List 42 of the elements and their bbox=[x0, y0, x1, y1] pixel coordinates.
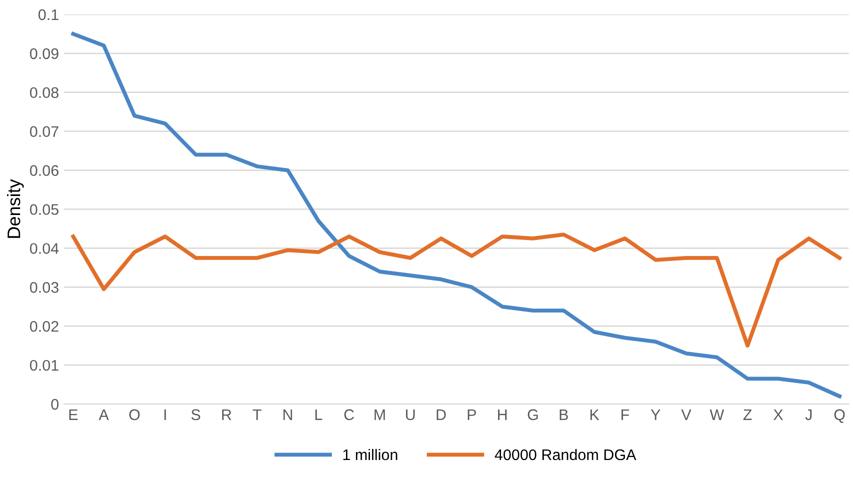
x-tick-label: I bbox=[164, 409, 166, 420]
y-tick-label: 0.06 bbox=[30, 165, 58, 176]
y-tick-label: 0 bbox=[51, 398, 59, 410]
x-tick-label: F bbox=[622, 409, 630, 420]
x-tick-label: X bbox=[773, 409, 783, 420]
x-tick-label: A bbox=[98, 409, 109, 420]
x-tick-label: S bbox=[191, 409, 200, 420]
x-tick-label: R bbox=[222, 409, 232, 420]
x-tick-label: P bbox=[468, 409, 476, 420]
x-tick-label: G bbox=[528, 409, 538, 420]
y-axis-title: Density bbox=[6, 179, 24, 238]
x-tick-label: K bbox=[590, 409, 600, 420]
x-tick-label: O bbox=[129, 409, 140, 420]
y-tick-label: 0.1 bbox=[38, 9, 58, 20]
y-tick-label: 0.05 bbox=[30, 204, 58, 215]
line-series bbox=[71, 32, 842, 398]
y-tick-label: 0.04 bbox=[30, 243, 59, 254]
x-tick-label: W bbox=[710, 409, 724, 420]
legend-label: 40000 Random DGA bbox=[494, 448, 636, 460]
x-tick-label: C bbox=[344, 409, 354, 420]
x-tick-label: E bbox=[69, 409, 78, 420]
x-tick-label: Z bbox=[743, 409, 752, 420]
x-tick-label: D bbox=[436, 409, 446, 420]
legend-label: 1 million bbox=[343, 448, 398, 460]
y-tick-label: 0.02 bbox=[30, 320, 58, 332]
x-tick-label: H bbox=[498, 409, 507, 420]
x-tick-label: J bbox=[805, 409, 812, 420]
x-tick-label: U bbox=[406, 409, 415, 420]
x-tick-label: T bbox=[252, 409, 262, 420]
y-tick-label: 0.07 bbox=[30, 126, 58, 137]
x-tick-label: Q bbox=[834, 409, 845, 423]
y-tick-label: 0.03 bbox=[30, 282, 58, 293]
y-tick-label: 0.08 bbox=[30, 87, 58, 98]
x-tick-label: Y bbox=[650, 409, 660, 420]
y-tick-label: 0.01 bbox=[30, 360, 58, 371]
x-tick-label: N bbox=[283, 409, 292, 420]
x-tick-label: B bbox=[560, 409, 568, 420]
x-tick-label: M bbox=[374, 409, 385, 420]
y-tick-label: 0.09 bbox=[30, 48, 58, 60]
line-series bbox=[71, 232, 842, 348]
x-tick-label: V bbox=[681, 409, 692, 420]
x-tick-label: L bbox=[315, 409, 322, 420]
